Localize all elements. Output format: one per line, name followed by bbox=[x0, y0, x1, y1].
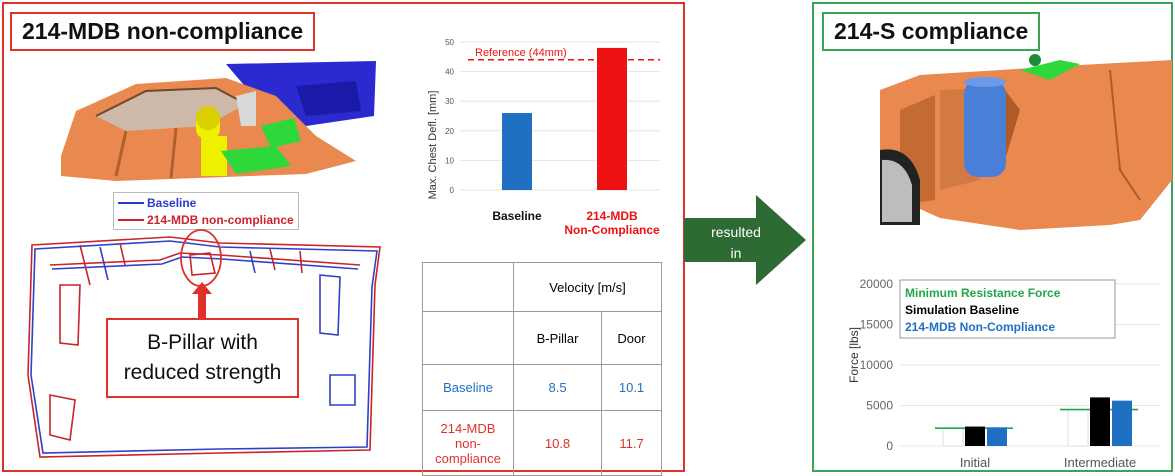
row2-label-line2: non- bbox=[454, 435, 482, 451]
chart2-bar-noncompliance bbox=[1112, 400, 1132, 446]
chart2-bar-noncompliance bbox=[987, 427, 1007, 446]
chart2-ylabel: Force [lbs] bbox=[847, 327, 861, 383]
compliance-title: 214-S compliance bbox=[822, 12, 1041, 51]
row-baseline-door: 10.1 bbox=[601, 364, 662, 411]
chart1-ytick: 20 bbox=[445, 127, 454, 136]
chart1-ytick: 40 bbox=[445, 68, 454, 77]
chart2-legend-entry: 214-MDB Non-Compliance bbox=[905, 320, 1055, 334]
reference-label: Reference (44mm) bbox=[475, 47, 567, 59]
chart1-ylabel: Max. Chest Defl. [mm] bbox=[427, 91, 439, 200]
resulted-in-arrow-icon bbox=[684, 195, 806, 285]
row2-label-line1: 214-MDB bbox=[440, 420, 496, 436]
noncompliance-swatch bbox=[118, 218, 144, 221]
door-test-image bbox=[880, 54, 1172, 230]
row-baseline-label: Baseline bbox=[422, 364, 514, 411]
row-noncompliance-door: 11.7 bbox=[601, 410, 662, 476]
chart1-bar bbox=[597, 47, 627, 190]
chart1-category-label: Baseline bbox=[492, 209, 542, 223]
noncompliance-title: 214-MDB non-compliance bbox=[10, 12, 316, 51]
col-bpillar-header: B-Pillar bbox=[512, 311, 603, 365]
table-corner-cell bbox=[422, 262, 514, 312]
chart1-ytick: 50 bbox=[445, 38, 454, 47]
chart2-bar-minimum bbox=[1067, 409, 1089, 447]
chart2-legend-entry: Minimum Resistance Force bbox=[905, 286, 1061, 300]
chart1-ytick: 30 bbox=[445, 97, 454, 106]
chart2-bar-baseline bbox=[965, 426, 985, 446]
velocity-header: Velocity [m/s] bbox=[513, 262, 662, 312]
legend-baseline-label: Baseline bbox=[147, 195, 197, 210]
chart2-legend-entry: Simulation Baseline bbox=[905, 303, 1019, 317]
chart1-category-label: Non-Compliance bbox=[564, 223, 660, 237]
legend-entry-noncompliance: 214-MDB non-compliance bbox=[118, 211, 294, 228]
table-row: 214-MDB non- compliance 10.8 11.7 bbox=[422, 410, 662, 476]
chart2-ytick: 0 bbox=[886, 439, 893, 453]
chart2-category-label: Initial bbox=[960, 455, 990, 470]
row2-label-line3: compliance bbox=[435, 450, 501, 466]
baseline-swatch bbox=[118, 201, 144, 204]
force-chart: Force [lbs] 0 5000 10000 15000 20000 Initial… bbox=[847, 277, 1160, 470]
chart1-bar bbox=[502, 113, 532, 190]
compliance-panel bbox=[812, 2, 1173, 472]
chart2-ytick: 5000 bbox=[866, 399, 893, 413]
chart2-legend-box bbox=[899, 279, 1116, 339]
legend-noncompliance-label: 214-MDB non-compliance bbox=[147, 212, 294, 227]
row-noncompliance-bpillar: 10.8 bbox=[512, 410, 603, 476]
col-door-header: Door bbox=[601, 311, 662, 365]
chart1-ytick: 0 bbox=[450, 186, 455, 195]
velocity-table: Velocity [m/s] B-Pillar Door Baseline 8.… bbox=[422, 262, 662, 476]
arrow-label: resulted in bbox=[687, 222, 785, 264]
chart1-ytick: 10 bbox=[445, 156, 454, 165]
legend-entry-baseline: Baseline bbox=[118, 194, 294, 211]
chart2-ytick: 15000 bbox=[860, 318, 894, 332]
chart2-ytick: 20000 bbox=[860, 277, 894, 291]
callout-line1: B-Pillar with bbox=[147, 331, 258, 354]
line-legend: Baseline 214-MDB non-compliance bbox=[113, 192, 299, 230]
row-noncompliance-label: 214-MDB non- compliance bbox=[422, 410, 514, 476]
callout-line2: reduced strength bbox=[123, 361, 282, 384]
chart2-bar-minimum bbox=[942, 427, 964, 447]
table-blank-cell bbox=[422, 311, 514, 365]
table-row: Baseline 8.5 10.1 bbox=[422, 364, 662, 411]
crash-simulation-image bbox=[61, 61, 376, 181]
chest-deflection-chart: Max. Chest Defl. [mm] 0 10 20 30 40 50 Refere… bbox=[427, 38, 660, 237]
chart1-category-label: 214-MDB bbox=[586, 209, 638, 223]
callout-arrow-icon bbox=[192, 282, 212, 320]
chart2-category-label: Intermediate bbox=[1064, 455, 1136, 470]
chart2-ytick: 10000 bbox=[860, 358, 894, 372]
chart2-bar-baseline bbox=[1090, 397, 1110, 446]
arrow-label-line2: in bbox=[730, 245, 742, 261]
callout-bpillar: B-Pillar with reduced strength bbox=[106, 318, 299, 398]
arrow-label-line1: resulted bbox=[711, 224, 761, 240]
row-baseline-bpillar: 8.5 bbox=[512, 364, 603, 411]
